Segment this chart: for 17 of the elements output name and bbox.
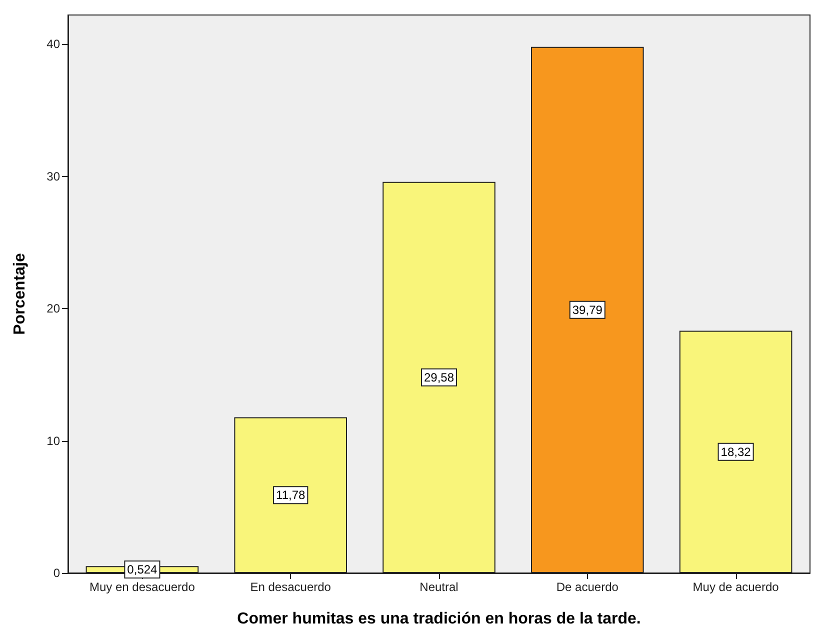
x-tick-label: Neutral (420, 580, 458, 594)
data-label: 0,524 (127, 562, 158, 577)
x-tick-label: De acuerdo (556, 580, 619, 594)
data-label: 29,58 (424, 370, 454, 384)
y-tick-label: 30 (46, 169, 60, 184)
data-label: 39,79 (572, 302, 603, 317)
x-axis-title: Comer humitas es una tradición en horas de la tarde. (237, 610, 641, 628)
y-tick-label: 40 (46, 37, 60, 52)
y-tick-label: 10 (46, 434, 60, 448)
x-tick-label: Muy en desacuerdo (89, 580, 196, 594)
y-tick-label: 20 (46, 302, 60, 316)
data-label: 18,32 (720, 444, 752, 459)
y-tick-label: 0 (53, 566, 60, 580)
data-label: 11,78 (276, 488, 306, 502)
x-tick-label: En desacuerdo (250, 580, 332, 594)
x-tick-label: Muy de acuerdo (692, 580, 780, 594)
y-axis-title: Porcentaje (12, 252, 28, 335)
